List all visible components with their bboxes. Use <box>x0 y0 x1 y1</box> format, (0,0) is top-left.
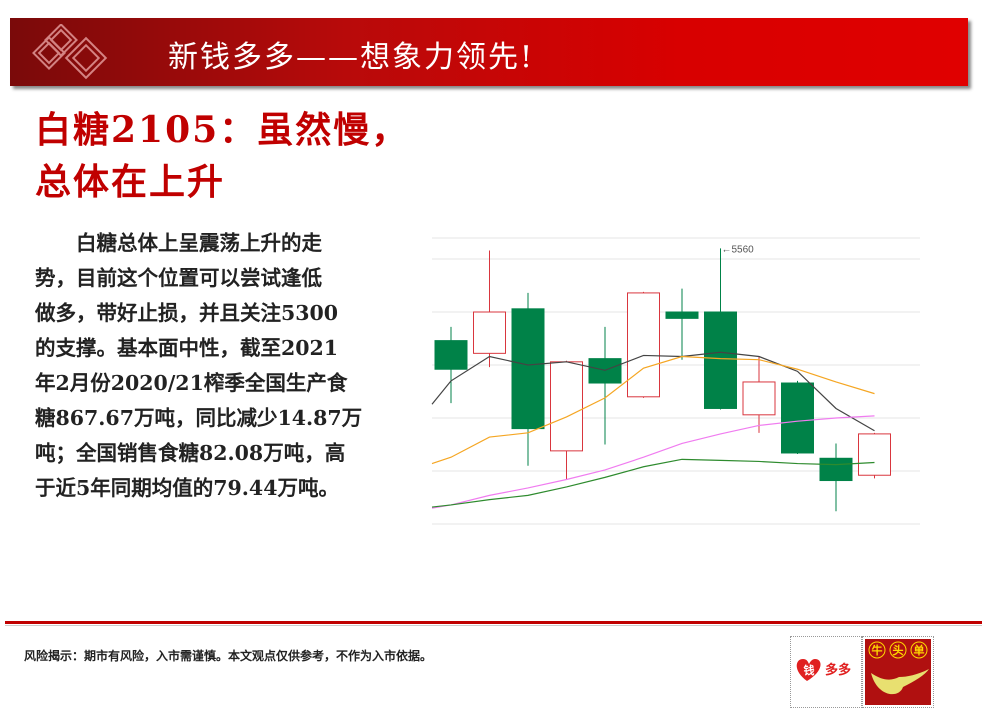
heart-logo-icon: 钱 多多 <box>796 659 851 681</box>
qianduoduo-logo: 钱 多多 <box>790 636 862 708</box>
candle-body <box>781 382 814 454</box>
moving-average-line <box>431 458 875 508</box>
svg-text:钱: 钱 <box>804 663 815 677</box>
text-line: 年2月份2020/21榨季全国生产食 <box>35 371 348 395</box>
text-line: 糖867.67万吨，同比减少14.87万 <box>35 406 363 430</box>
moving-average-line <box>431 351 875 432</box>
niutoudan-logo: 牛 头 单 <box>862 636 934 708</box>
candle-body <box>627 292 660 398</box>
page-title: 白糖2105：虽然慢， 总体在上升 <box>35 104 409 208</box>
header-title: 新钱多多——想象力领先! <box>168 40 535 75</box>
candle-body <box>473 311 506 354</box>
text-line: 于近5年同期均值的79.44万吨。 <box>35 476 339 500</box>
footer-divider-thin <box>5 625 982 626</box>
knot-pattern-icon <box>32 24 108 80</box>
candle-body <box>550 361 583 452</box>
risk-notice: 风险揭示：期市有风险，入市需谨慎。本文观点仅供参考，不作为入市依据。 <box>24 649 433 663</box>
text-line: 势，目前这个位置可以尝试逢低 <box>35 266 322 290</box>
high-annotation: ←5560 <box>722 244 755 255</box>
candle-body <box>858 433 891 476</box>
candle-body <box>819 457 853 482</box>
text-line: 的支撑。基本面中性，截至2021 <box>35 336 339 360</box>
text-line: 吨；全国销售食糖82.08万吨，高 <box>35 441 346 465</box>
analysis-text: 白糖总体上呈震荡上升的走 势，目前这个位置可以尝试逢低 做多，带好止损，并且关注… <box>35 226 430 506</box>
svg-text:头: 头 <box>893 643 904 657</box>
candle-body <box>704 311 737 409</box>
header-banner: 新钱多多——想象力领先! <box>10 18 968 86</box>
candle-body <box>511 308 545 430</box>
svg-text:多多: 多多 <box>825 662 851 678</box>
moving-average-line <box>431 355 875 465</box>
svg-text:单: 单 <box>914 643 925 657</box>
candle-body <box>665 311 699 319</box>
candle-body <box>434 340 468 370</box>
text-line: 做多，带好止损，并且关注5300 <box>35 301 339 325</box>
page-title-line: 总体在上升 <box>35 161 226 203</box>
text-line: 白糖总体上呈震荡上升的走 <box>35 231 322 255</box>
svg-text:牛: 牛 <box>872 643 883 657</box>
moving-average-line <box>431 415 875 509</box>
bull-logo-icon: 牛 头 单 <box>865 639 931 705</box>
page-title-line: 白糖2105：虽然慢， <box>35 109 410 151</box>
footer-divider <box>5 621 982 624</box>
candle-body <box>742 381 776 416</box>
candlestick-chart: ←5560 <box>431 237 920 525</box>
